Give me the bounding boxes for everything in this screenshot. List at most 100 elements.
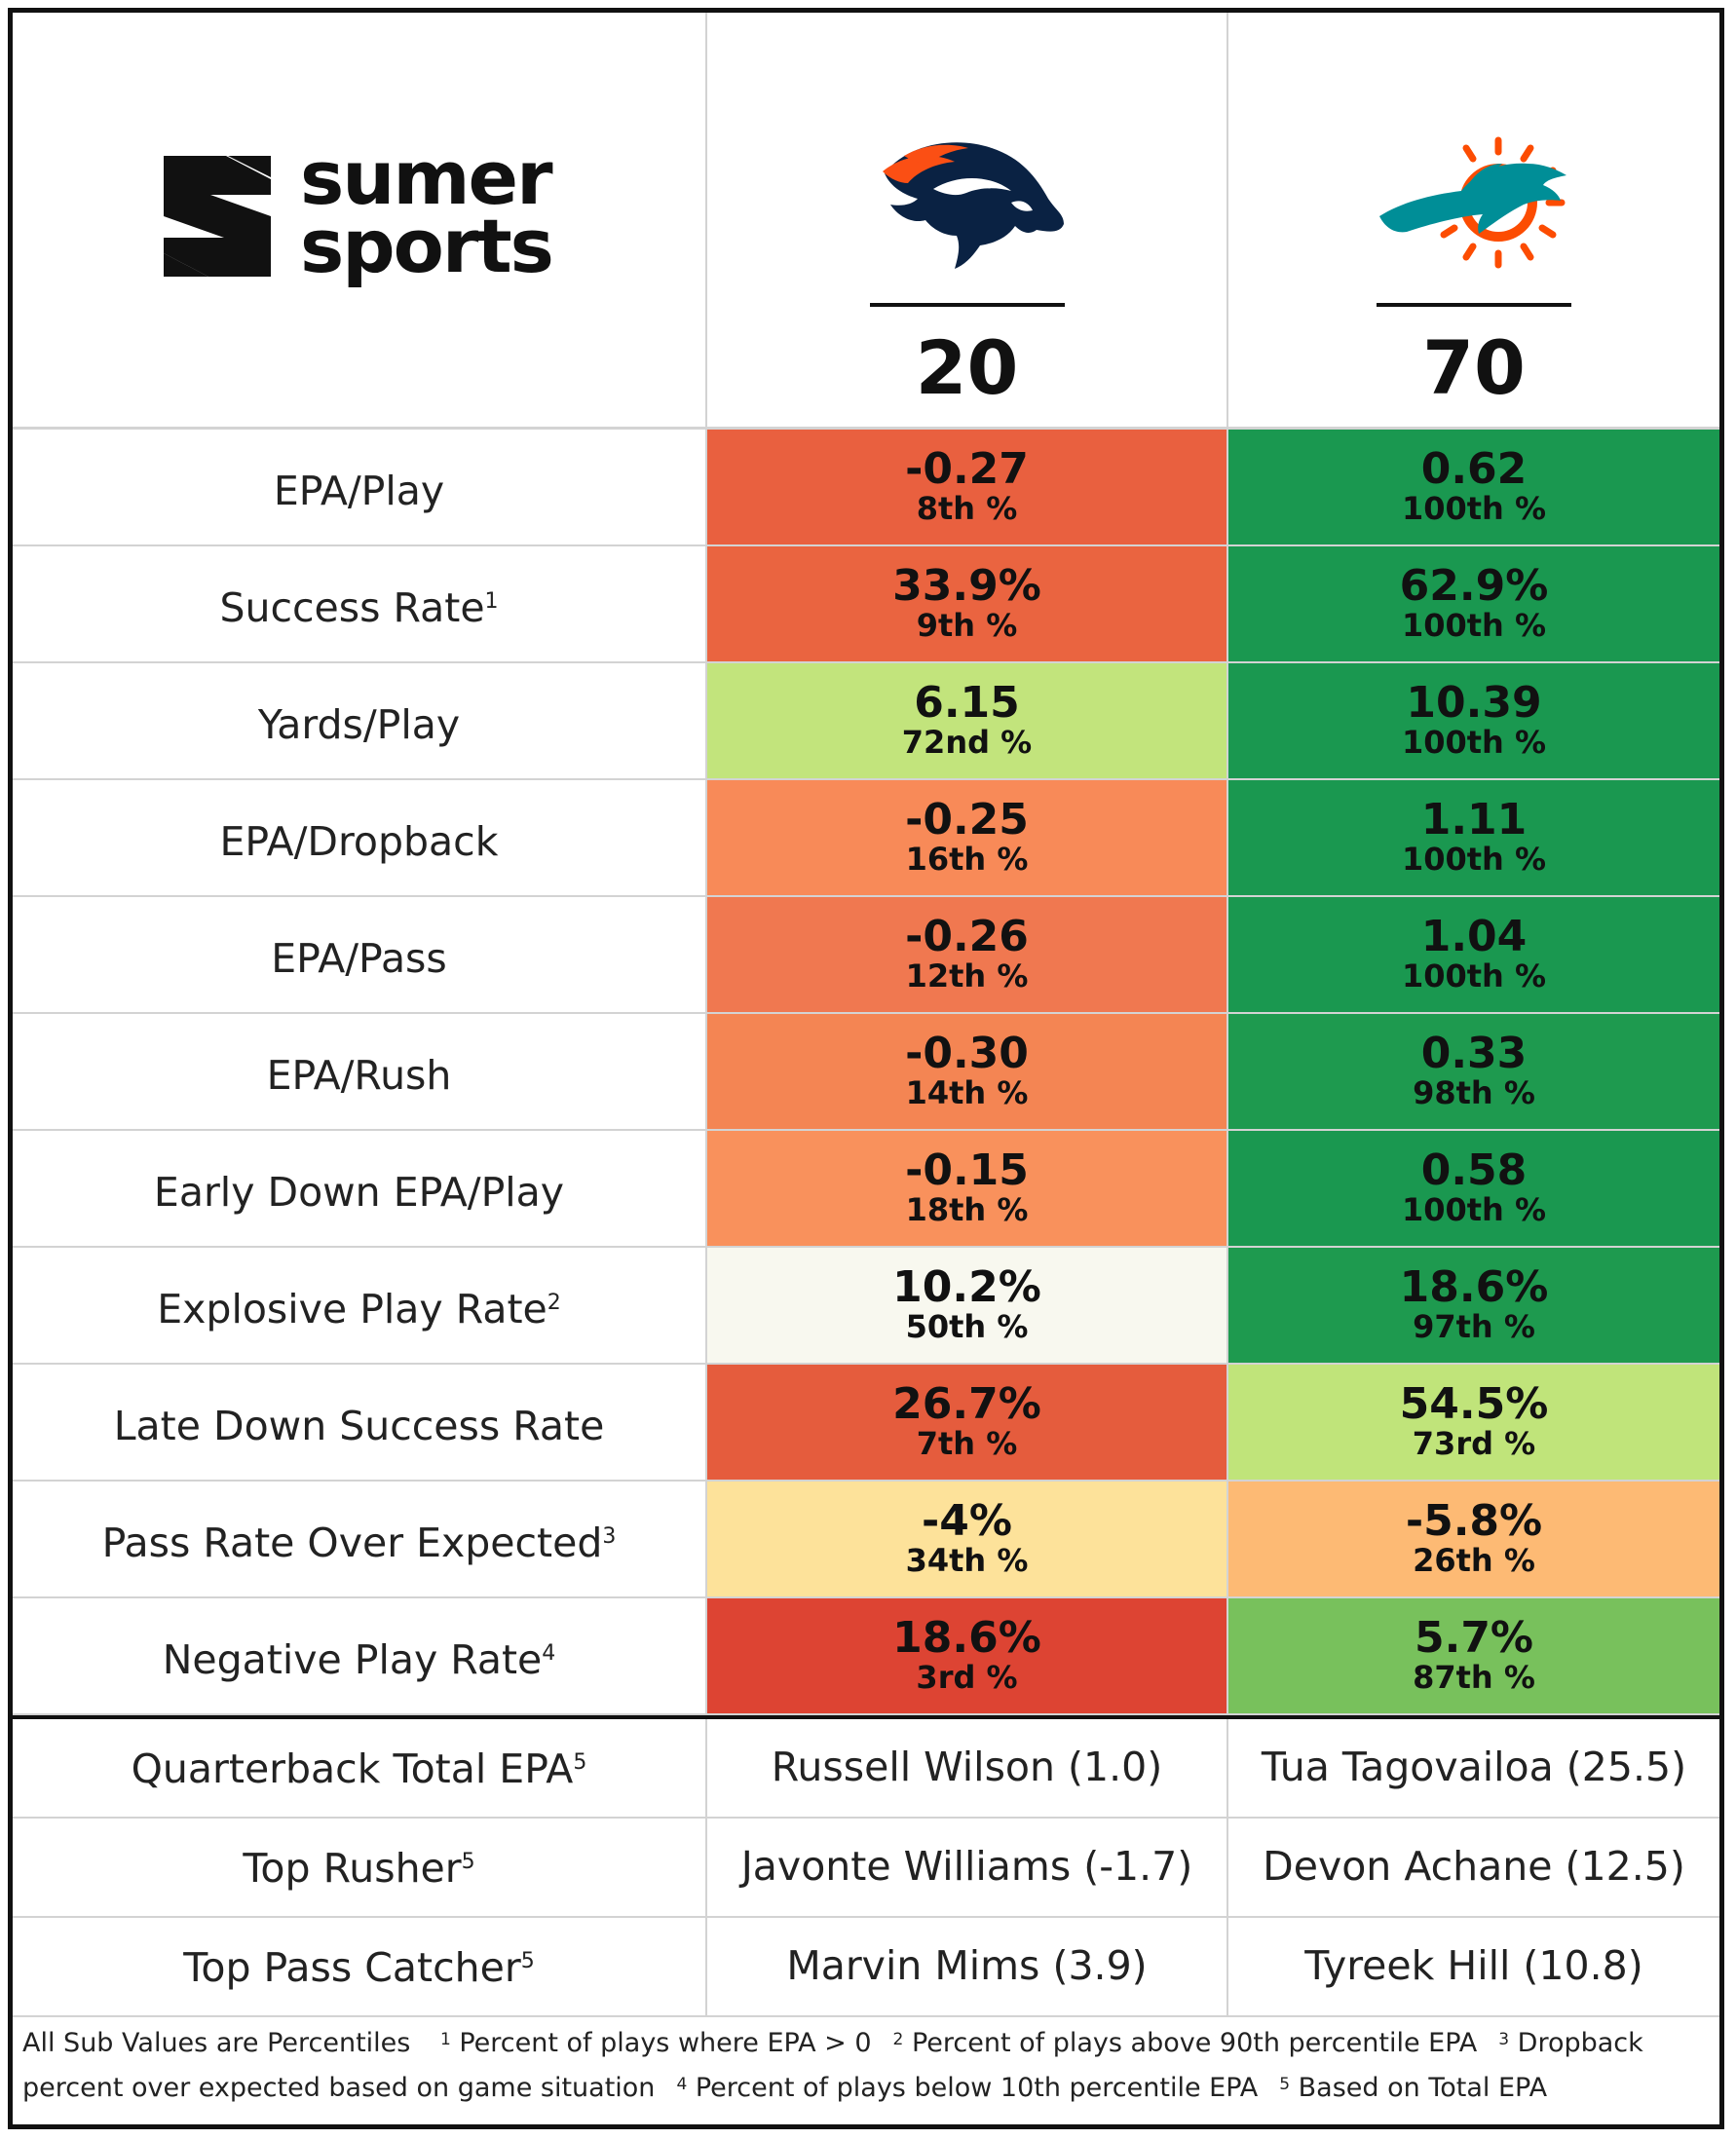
metric-percentile: 3rd % [916,1659,1018,1696]
metric-label-text: EPA/Play [273,468,445,514]
metric-row: Explosive Play Rate2 10.2% 50th % 18.6% 97th… [13,1248,1719,1365]
metric-label-cell: Yards/Play [13,663,705,778]
metric-label-cell: Success Rate1 [13,546,705,661]
footnote-text: Percent of plays above 90th percentile E… [911,2028,1478,2058]
metric-label-cell: Pass Rate Over Expected3 [13,1482,705,1596]
footnote-text: Percent of plays where EPA > 0 [459,2028,872,2058]
metric-label-text: EPA/Dropback [219,818,499,865]
metric-percentile: 7th % [916,1425,1018,1462]
metric-value: 18.6% [1399,1262,1549,1312]
footnotes: All Sub Values are Percentiles 1 Percent… [22,2021,1708,2111]
team-b-metric-cell: 0.33 98th % [1227,1014,1719,1129]
metric-row: EPA/Dropback -0.25 16th % 1.11 100th % [13,780,1719,897]
metric-row: EPA/Rush -0.30 14th % 0.33 98th % [13,1014,1719,1131]
metric-value: 1.04 [1420,912,1528,961]
metric-value: 33.9% [892,561,1041,611]
brand-line2: sports [300,203,554,289]
metric-label: Negative Play Rate4 [13,1635,705,1684]
metric-row: Late Down Success Rate 26.7% 7th % 54.5% 73r… [13,1365,1719,1482]
metric-value: 10.2% [892,1262,1041,1312]
player-label: Top Rusher5 [13,1844,705,1893]
footnote-marker: 1 [484,589,499,614]
team-b-metric-cell: 54.5% 73rd % [1227,1365,1719,1480]
metric-percentile: 73rd % [1412,1425,1536,1462]
footnote-marker: 2 [547,1291,561,1315]
footnote-number: 2 [892,2030,904,2049]
footnote-number: 3 [1498,2030,1510,2049]
metric-row: Negative Play Rate4 18.6% 3rd % 5.7% 87th % [13,1598,1719,1715]
footnote-item: 4 Percent of plays below 10th percentile… [676,2073,1258,2103]
team-a-metric-cell: -0.26 12th % [705,897,1227,1012]
brand-cell: sumer sports [13,13,705,427]
metric-percentile: 100th % [1401,724,1547,761]
metric-value: 62.9% [1399,561,1549,611]
footnote-marker: 3 [602,1524,617,1549]
player-label-cell: Top Rusher5 [13,1819,705,1916]
footnote-item: 1 Percent of plays where EPA > 0 [440,2028,872,2058]
metric-label: Explosive Play Rate2 [13,1285,705,1333]
player-label-cell: Quarterback Total EPA5 [13,1719,705,1817]
player-label: Quarterback Total EPA5 [13,1745,705,1793]
team-b-player-cell: Tua Tagovailoa (25.5) [1227,1719,1719,1817]
metric-percentile: 8th % [916,490,1018,527]
player-name: Marvin Mims (3.9) [786,1942,1148,1989]
stats-card: sumer sports 20 [8,8,1724,2129]
metric-percentile: 14th % [905,1074,1029,1111]
metric-row: Early Down EPA/Play -0.15 18th % 0.58 100th … [13,1131,1719,1248]
metric-value: -0.15 [905,1145,1029,1195]
metric-label: EPA/Dropback [13,817,705,866]
metric-label: EPA/Play [13,467,705,515]
section-divider [13,1715,1719,1719]
metric-value: 26.7% [892,1379,1041,1429]
metric-value: -0.26 [905,912,1029,961]
footnote-marker: 5 [520,1949,535,1973]
player-row: Top Pass Catcher5 Marvin Mims (3.9) Tyreek… [13,1918,1719,2017]
metric-label: EPA/Rush [13,1051,705,1100]
metric-label-cell: EPA/Dropback [13,780,705,895]
footnote-number: 5 [1279,2075,1291,2094]
team-b-metric-cell: 0.58 100th % [1227,1131,1719,1246]
footnote-item: 3 Dropback percent over expected based o… [22,2028,1643,2103]
team-a-header: 20 [705,13,1227,427]
broncos-logo-icon [882,142,1064,269]
team-b-header: 70 [1227,13,1719,427]
metric-label-cell: Negative Play Rate4 [13,1598,705,1713]
footnote-marker: 5 [461,1850,475,1874]
metric-value: 1.11 [1420,795,1528,844]
metric-label-cell: EPA/Rush [13,1014,705,1129]
metric-value: 10.39 [1406,678,1542,728]
team-b-metric-cell: 10.39 100th % [1227,663,1719,778]
metric-percentile: 50th % [905,1308,1029,1345]
metric-label-text: Yards/Play [257,701,461,748]
footnote-number: 1 [439,2030,451,2049]
metric-row: EPA/Pass -0.26 12th % 1.04 100th % [13,897,1719,1014]
metric-percentile: 87th % [1413,1659,1535,1696]
score-rule [869,303,1065,307]
metric-percentile: 18th % [905,1191,1029,1228]
team-a-metric-cell: -4% 34th % [705,1482,1227,1596]
metric-value: 54.5% [1399,1379,1549,1429]
metric-percentile: 100th % [1401,841,1547,878]
player-name: Tyreek Hill (10.8) [1304,1942,1643,1989]
footnote-text: Percent of plays below 10th percentile E… [695,2073,1259,2103]
metric-percentile: 100th % [1401,490,1547,527]
footnote-marker: 5 [573,1750,587,1775]
metric-percentile: 100th % [1401,957,1547,994]
team-a-player-cell: Javonte Williams (-1.7) [705,1819,1227,1916]
metric-label-text: Explosive Play Rate [157,1286,547,1332]
metric-label: EPA/Pass [13,934,705,983]
score-rule [1377,303,1571,307]
player-name: Devon Achane (12.5) [1263,1843,1685,1890]
metric-label-text: EPA/Pass [271,935,447,982]
metric-value: 0.62 [1420,444,1528,494]
metric-label: Yards/Play [13,700,705,749]
metric-percentile: 26th % [1413,1542,1535,1579]
player-label-text: Quarterback Total EPA [131,1745,574,1792]
brand-line1: sumer [300,134,553,221]
metric-percentile: 100th % [1401,1191,1547,1228]
team-a-metric-cell: 10.2% 50th % [705,1248,1227,1363]
metric-row: Success Rate1 33.9% 9th % 62.9% 100th % [13,546,1719,663]
player-label-cell: Top Pass Catcher5 [13,1918,705,2015]
card-header: sumer sports 20 [13,13,1719,430]
team-b-metric-cell: 18.6% 97th % [1227,1248,1719,1363]
